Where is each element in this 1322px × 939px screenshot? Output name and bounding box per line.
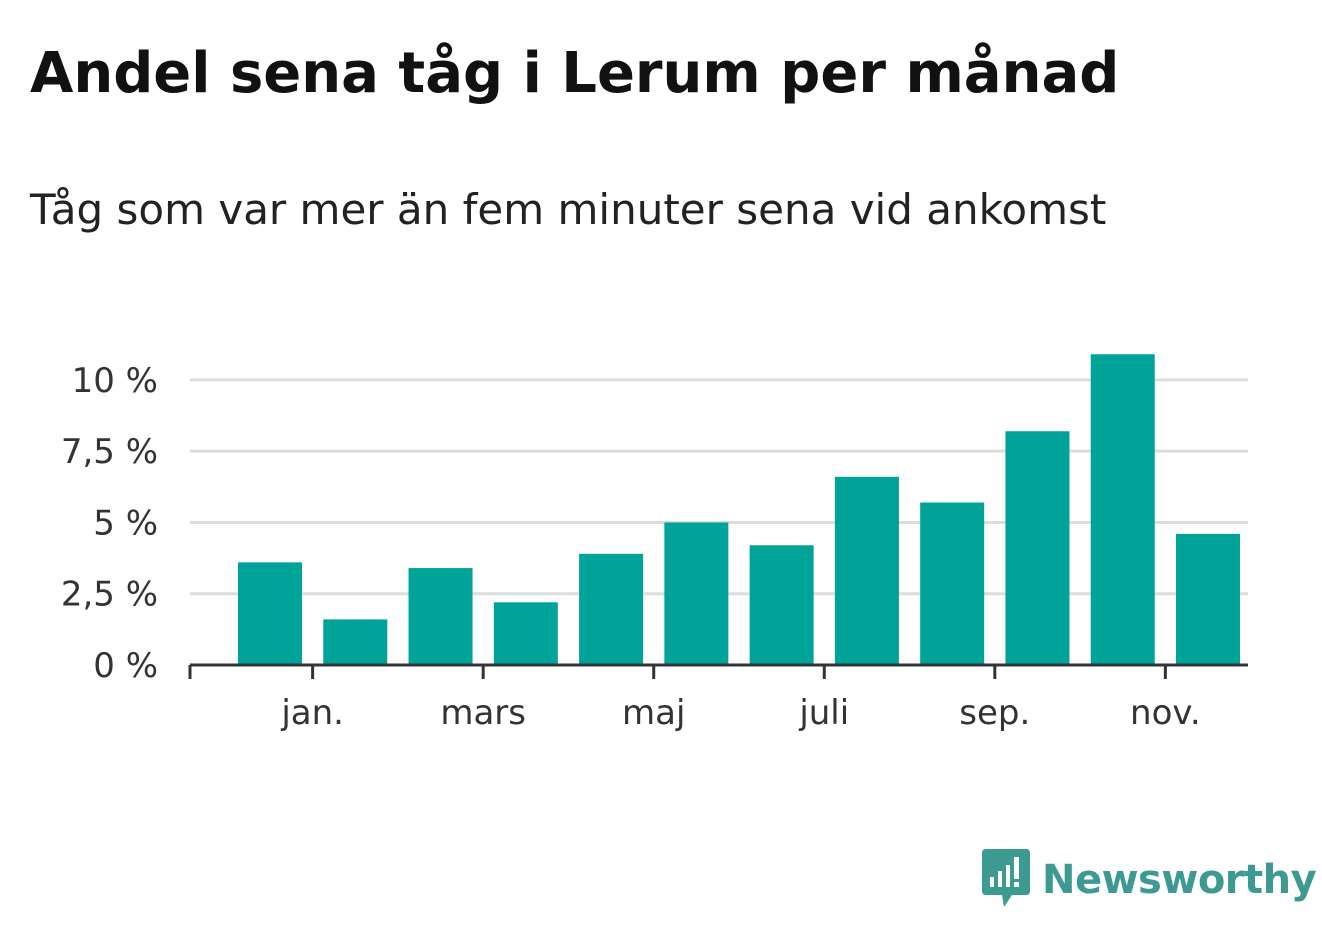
bar [1176,533,1240,665]
x-tick-label: juli [798,693,849,733]
brand-logo: Newsworthy [982,848,1317,912]
brand-name: Newsworthy [1042,857,1317,903]
bar [1090,354,1155,665]
x-tick-label: sep. [959,693,1030,733]
x-axis-tick-labels: jan. mars maj juli sep. nov. [280,693,1200,733]
bars [238,354,1240,665]
bar [323,619,388,665]
y-tick-label: 7,5 % [61,432,158,472]
x-tick-label: mars [440,693,526,733]
y-axis-tick-labels: 0 % 2,5 % 5 % 7,5 % 10 % [61,361,158,686]
y-tick-label: 2,5 % [61,575,158,615]
bar [920,502,985,665]
y-tick-label: 5 % [93,503,158,543]
bar [664,522,729,665]
x-tick-label: jan. [280,693,344,733]
x-axis [188,663,1248,679]
x-tick-label: maj [622,693,685,733]
bar [749,545,814,665]
chart-subtitle: Tåg som var mer än fem minuter sena vid … [30,185,1107,234]
bar [408,568,473,665]
bar [579,553,644,665]
bar [493,602,558,665]
newsworthy-logo-icon [982,849,1030,907]
y-tick-label: 10 % [72,361,158,401]
y-tick-label: 0 % [93,646,158,686]
x-tick-label: nov. [1130,693,1201,733]
bar [834,476,899,665]
bar [238,562,302,665]
bar-chart: 0 % 2,5 % 5 % 7,5 % 10 % jan. mars maj juli sep.… [61,354,1248,733]
bar [1005,431,1070,665]
chart-title: Andel sena tåg i Lerum per månad [30,41,1120,106]
